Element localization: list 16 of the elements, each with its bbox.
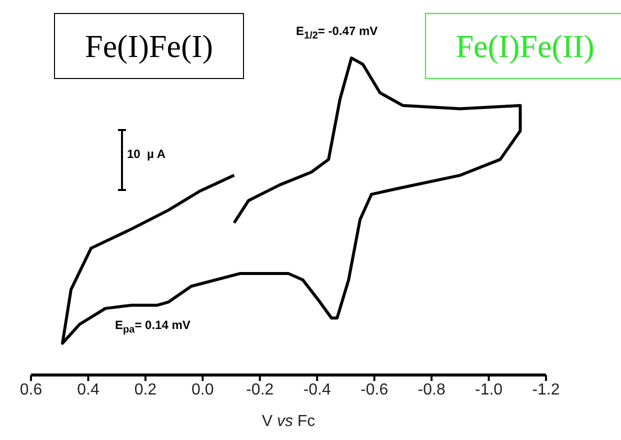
annotation: Fe(I)Fe(II) bbox=[425, 13, 621, 79]
x-tick-label: -1.0 bbox=[474, 381, 503, 398]
x-tick-label: -0.2 bbox=[246, 381, 274, 398]
annotation: E$_{pa}$= 0.14 mV bbox=[115, 318, 190, 336]
x-tick-label: -0.8 bbox=[418, 381, 446, 398]
x-tick-label: -0.4 bbox=[303, 381, 331, 398]
x-axis-title: V vs Fc bbox=[262, 413, 316, 430]
x-tick-label: -0.6 bbox=[360, 381, 388, 398]
annotation: 10 µ A bbox=[127, 147, 166, 161]
x-tick-label: 0.2 bbox=[134, 381, 157, 398]
x-tick-label: 0.0 bbox=[192, 381, 214, 398]
x-tick-label: -1.2 bbox=[532, 381, 560, 398]
text: E$_{1/2}$= -0.47 mV bbox=[296, 24, 378, 42]
x-tick-label: 0.6 bbox=[20, 381, 42, 398]
annotation: Fe(I)Fe(I) bbox=[54, 13, 244, 79]
x-tick-label: 0.4 bbox=[77, 381, 100, 398]
